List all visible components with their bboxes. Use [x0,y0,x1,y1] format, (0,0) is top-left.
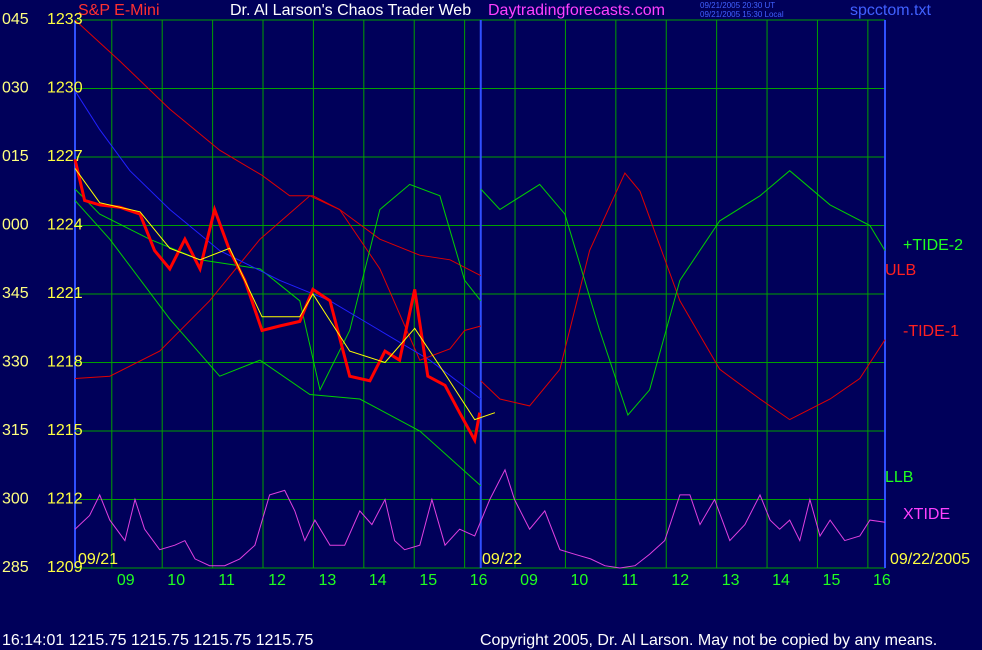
copyright: Copyright 2005, Dr. Al Larson. May not b… [480,632,937,649]
series-line [74,19,482,277]
y-tick-label: 1230 [47,80,83,97]
status-line: 16:14:01 1215.75 1215.75 1215.75 1215.75 [2,632,314,649]
y-tick-code: 300 [2,491,29,508]
x-tick-label: 11 [622,572,639,589]
series-line [74,468,886,569]
series-line [73,158,482,445]
y-tick-code: 045 [2,11,29,28]
y-tick-label: 1221 [47,285,83,302]
y-tick-label: 1218 [47,354,83,371]
x-tick-label: 15 [823,572,841,589]
y-tick-code: 330 [2,354,29,371]
y-tick-label: 1209 [47,559,83,576]
y-tick-label: 1233 [47,11,83,28]
x-tick-label: 12 [268,572,286,589]
y-tick-label: 1224 [47,217,83,234]
x-tick-label: 09 [117,572,135,589]
series-label: -TIDE-1 [903,323,959,340]
x-tick-label: 15 [419,572,437,589]
y-tick-code: 030 [2,80,29,97]
y-tick-label: 1215 [47,422,83,439]
series-line [74,172,886,421]
series-label: ULB [885,262,916,279]
series-label: LLB [885,469,913,486]
x-tick-label: 14 [772,572,790,589]
timestamp: 09/21/2005 15:30 Local [700,10,784,19]
x-tick-label: 16 [873,572,891,589]
x-tick-label: 13 [319,572,337,589]
y-tick-code: 285 [2,559,29,576]
series-label: XTIDE [903,506,950,523]
date-label: 09/22/2005 [890,551,970,568]
y-tick-label: 1212 [47,491,83,508]
series-label: +TIDE-2 [903,237,963,254]
x-tick-label: 12 [671,572,689,589]
x-tick-label: 10 [167,572,185,589]
symbol: S&P E-Mini [78,2,160,19]
website: Daytradingforecasts.com [488,2,665,19]
date-label: 09/21 [78,551,118,568]
y-tick-code: 000 [2,217,29,234]
y-tick-code: 015 [2,148,29,165]
x-tick-label: 11 [218,572,235,589]
series-line [74,200,482,487]
file-name: spcctom.txt [850,2,931,19]
series-line [74,168,496,421]
chart-title: Dr. Al Larson's Chaos Trader Web [230,2,471,19]
x-tick-label: 16 [470,572,488,589]
y-tick-code: 345 [2,285,29,302]
x-tick-label: 10 [571,572,589,589]
y-tick-label: 1227 [47,148,83,165]
date-label: 09/22 [482,551,522,568]
x-tick-label: 14 [369,572,387,589]
x-tick-label: 13 [722,572,740,589]
x-tick-label: 09 [520,572,538,589]
timestamp: 09/21/2005 20:30 UT [700,1,775,10]
y-tick-code: 315 [2,422,29,439]
series-line [74,90,482,400]
